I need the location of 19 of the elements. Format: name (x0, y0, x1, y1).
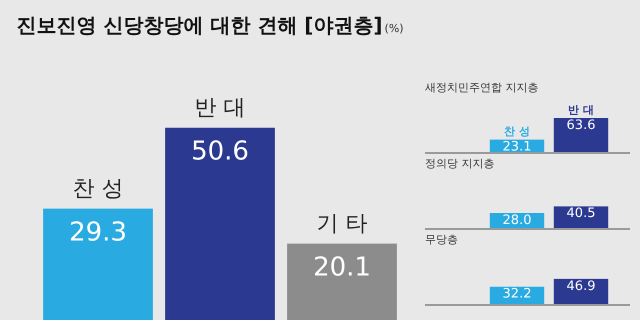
chart-title: 새정치민주연합 지지층 (425, 80, 540, 96)
data-label: 20.1 (313, 252, 371, 282)
data-label: 28.0 (502, 212, 532, 228)
x-tick-label: 기 타 (316, 211, 368, 236)
data-label: 46.9 (566, 278, 596, 294)
data-label: 50.6 (191, 136, 249, 166)
chart-subtitle: (%) (384, 22, 404, 35)
x-tick-label: 반 대 (194, 95, 246, 120)
chart-title: 진보진영 신당창당에 대한 견해 [야권층] (16, 13, 383, 37)
x-tick-label: 찬 성 (504, 125, 530, 138)
x-tick-label: 반 대 (568, 103, 594, 116)
chart-title: 무당층 (425, 232, 459, 248)
x-tick-label: 찬 성 (72, 176, 124, 202)
data-label: 32.2 (502, 286, 532, 302)
data-label: 23.1 (502, 140, 532, 155)
data-label: 29.3 (69, 217, 127, 248)
data-label: 63.6 (566, 118, 596, 133)
data-label: 40.5 (566, 206, 596, 222)
chart-title: 정의당 지지층 (425, 156, 496, 172)
